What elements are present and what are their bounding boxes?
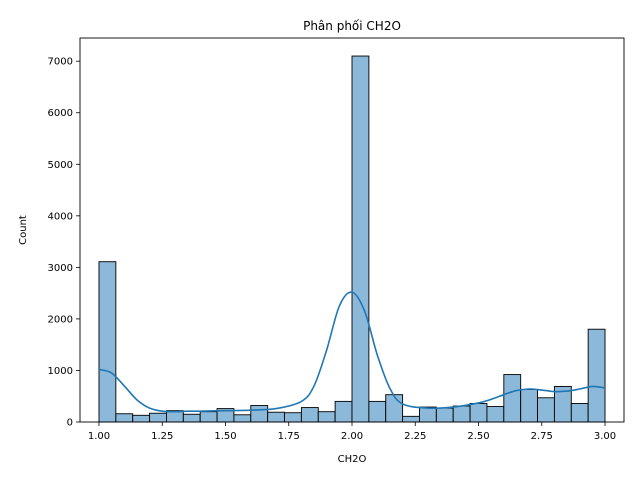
x-tick-label: 1.00	[88, 431, 110, 442]
y-axis: 0 1000 2000 3000 4000 5000 6000 7000	[48, 57, 80, 429]
histogram-bar	[435, 407, 454, 423]
histogram-bar	[233, 414, 252, 423]
x-tick-label: 1.50	[214, 431, 236, 442]
histogram-bar	[368, 400, 387, 423]
y-tick-label: 2000	[48, 314, 73, 325]
x-tick-label: 2.75	[531, 431, 553, 442]
y-tick-label: 4000	[48, 211, 73, 222]
histogram-bar	[199, 411, 218, 423]
kde-line	[98, 291, 606, 413]
histogram-bar	[300, 407, 319, 423]
histogram-bar	[537, 397, 555, 423]
histogram-bar	[520, 389, 538, 423]
y-tick-label: 6000	[48, 108, 73, 119]
x-tick-label: 1.25	[151, 431, 173, 442]
histogram-bar	[351, 55, 370, 423]
histogram-bar	[284, 412, 302, 423]
x-tick-label: 1.75	[278, 431, 300, 442]
histogram-bar	[419, 406, 437, 423]
x-tick-label: 2.50	[467, 431, 489, 442]
histogram-bar	[503, 374, 522, 423]
y-tick-label: 3000	[48, 263, 73, 274]
histogram-bar	[402, 415, 420, 423]
histogram-bar	[570, 402, 589, 423]
histogram-bar	[182, 413, 201, 423]
chart-title: Phân phối CH2O	[303, 19, 401, 33]
histogram-bar	[149, 412, 167, 423]
y-tick-label: 1000	[48, 366, 73, 377]
y-tick-label: 0	[67, 418, 73, 429]
x-tick-label: 2.25	[404, 431, 426, 442]
bars-group	[98, 55, 606, 423]
y-tick-label: 7000	[48, 57, 73, 68]
histogram-bar	[385, 394, 404, 423]
histogram-bar	[469, 402, 488, 423]
histogram-bar	[98, 261, 117, 423]
histogram-bar	[334, 400, 353, 423]
histogram-bar	[486, 406, 505, 423]
histogram-bar	[587, 328, 606, 423]
y-tick-label: 5000	[48, 160, 73, 171]
histogram-bar	[452, 405, 471, 423]
x-tick-label: 3.00	[594, 431, 616, 442]
x-axis: 1.00 1.25 1.50 1.75 2.00 2.25 2.50 2.75 3.00	[88, 422, 616, 442]
y-axis-label: Count	[18, 215, 29, 245]
histogram-bar	[132, 414, 151, 423]
histogram-bar	[267, 411, 285, 423]
histogram-bar	[250, 405, 269, 423]
x-axis-label: CH2O	[338, 454, 367, 465]
x-tick-label: 2.00	[341, 431, 363, 442]
histogram-bar	[115, 413, 134, 423]
histogram-bar	[317, 411, 336, 423]
